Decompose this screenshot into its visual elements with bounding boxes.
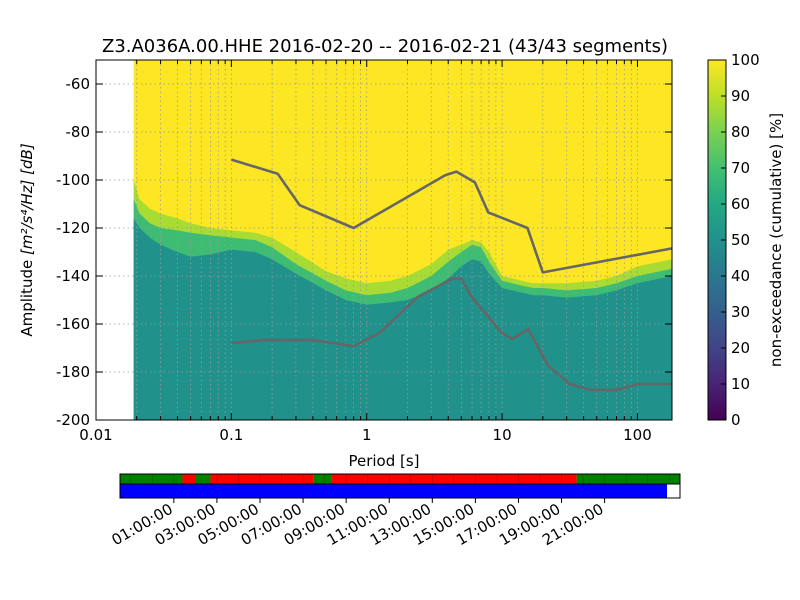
- y-tick-label: -200: [56, 411, 90, 429]
- y-tick-label: -80: [66, 123, 91, 141]
- colorbar-tick-label: 100: [731, 51, 760, 69]
- x-tick-label: 1: [362, 426, 372, 444]
- noise-models: [231, 158, 673, 392]
- colorbar-tick-label: 30: [731, 303, 750, 321]
- timeline-bottom-segment: [120, 484, 668, 498]
- chart-title: Z3.A036A.00.HHE 2016-02-20 -- 2016-02-21…: [102, 36, 668, 57]
- timeline-top-segment: [120, 474, 183, 484]
- timeline-top-segment: [195, 474, 211, 484]
- y-tick-label: -140: [56, 267, 90, 285]
- colorbar-tick-label: 60: [731, 195, 750, 213]
- x-tick-label: 100: [623, 426, 652, 444]
- colorbar-tick-label: 40: [731, 267, 750, 285]
- x-axis-label: Period [s]: [348, 452, 419, 470]
- ppsd-heatmap: [133, 60, 673, 420]
- timeline-tracks: [120, 474, 680, 498]
- timeline-top-segment: [313, 474, 332, 484]
- y-axis-label: Amplitude [m²/s⁴/Hz] [dB]: [18, 143, 36, 337]
- x-tick-label: 10: [493, 426, 512, 444]
- y-tick-label: -120: [56, 219, 90, 237]
- y-axis-label-units: [m²/s⁴/Hz] [dB]: [18, 143, 36, 255]
- timeline-top-segment: [210, 474, 314, 484]
- colorbar-tick-label: 10: [731, 375, 750, 393]
- y-axis-ticks: -200 -180 -160 -140 -120 -100 -80 -60: [56, 75, 672, 429]
- timeline-frame: [119, 473, 681, 499]
- colorbar: 0 10 20 30 40 50 60 70 80 90 100 non-exceedance (c…: [707, 51, 785, 429]
- y-axis-label-text: Amplitude: [18, 260, 36, 337]
- timeline-bottom-segment: [667, 484, 680, 498]
- plot-frame: [95, 59, 673, 421]
- data-availability-timeline: 01:00:0003:00:0005:00:0007:00:0009:00:00…: [108, 473, 681, 549]
- x-tick-label: 0.01: [79, 426, 112, 444]
- timeline-ticks: 01:00:0003:00:0005:00:0007:00:0009:00:00…: [108, 498, 607, 549]
- colorbar-label: non-exceedance (cumulative) [%]: [767, 113, 785, 367]
- y-tick-label: -160: [56, 315, 90, 333]
- low-noise-model: [231, 277, 672, 392]
- colorbar-ticks: 0 10 20 30 40 50 60 70 80 90 100: [721, 51, 760, 429]
- timeline-top-segment: [576, 474, 680, 484]
- y-tick-label: -60: [66, 75, 91, 93]
- ppsd-plot: 0.01 0.1 1 10 100 -200 -180 -160 -140 -120 -100 -8…: [56, 59, 673, 444]
- colorbar-tick-label: 70: [731, 159, 750, 177]
- x-axis-ticks: 0.01 0.1 1 10 100: [79, 60, 652, 444]
- colorbar-tick-label: 0: [731, 411, 741, 429]
- y-tick-label: -180: [56, 363, 90, 381]
- y-tick-label: -100: [56, 171, 90, 189]
- high-noise-model: [231, 158, 673, 274]
- colorbar-tick-label: 90: [731, 87, 750, 105]
- grid-lines: [96, 60, 672, 420]
- timeline-top-segment: [331, 474, 577, 484]
- ppsd-band-50: [133, 218, 672, 420]
- colorbar-tick-label: 50: [731, 231, 750, 249]
- x-tick-label: 0.1: [219, 426, 243, 444]
- colorbar-tick-label: 80: [731, 123, 750, 141]
- timeline-top-segment: [182, 474, 196, 484]
- colorbar-tick-label: 20: [731, 339, 750, 357]
